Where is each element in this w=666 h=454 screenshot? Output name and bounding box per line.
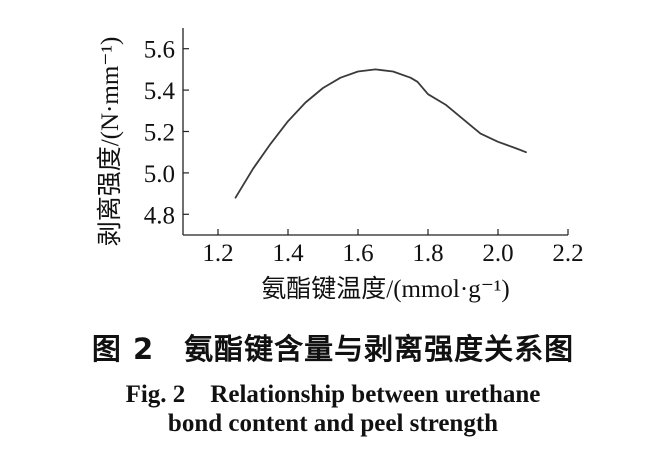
- series-group: [234, 68, 527, 199]
- y-tick-label: 5.6: [144, 37, 175, 64]
- chart: 4.8 5.0 5.2 5.4 5.6 1.2 1.4 1.6 1.8 2.0 2.2 剥离强度/…: [96, 28, 584, 303]
- x-tick-label: 1.8: [412, 240, 443, 267]
- figure-caption-english-line1: Fig. 2 Relationship between urethane: [125, 381, 541, 408]
- x-tick-label: 1.2: [202, 240, 233, 267]
- y-tick-label: 5.2: [144, 120, 175, 147]
- y-tick-label: 5.4: [144, 78, 176, 105]
- x-axis-label: 氨酯键温度/(mmol·g⁻¹): [261, 275, 509, 303]
- x-ticks: 1.2 1.4 1.6 1.8 2.0 2.2: [202, 229, 584, 267]
- x-tick-label: 1.4: [272, 240, 304, 267]
- series-line-0: [234, 68, 527, 199]
- y-ticks: 4.8 5.0 5.2 5.4 5.6: [144, 37, 189, 229]
- x-tick-label: 2.0: [482, 240, 513, 267]
- figure-caption-english-line2: bond content and peel strength: [167, 410, 499, 437]
- figure-caption-chinese: 图 2 氨酯键含量与剥离强度关系图: [91, 332, 575, 366]
- y-tick-label: 5.0: [144, 161, 175, 188]
- axes: [182, 28, 568, 236]
- y-axis-label: 剥离强度/(N·mm⁻¹): [96, 37, 124, 247]
- y-tick-label: 4.8: [144, 202, 175, 229]
- x-tick-label: 2.2: [552, 240, 583, 267]
- x-tick-label: 1.6: [342, 240, 373, 267]
